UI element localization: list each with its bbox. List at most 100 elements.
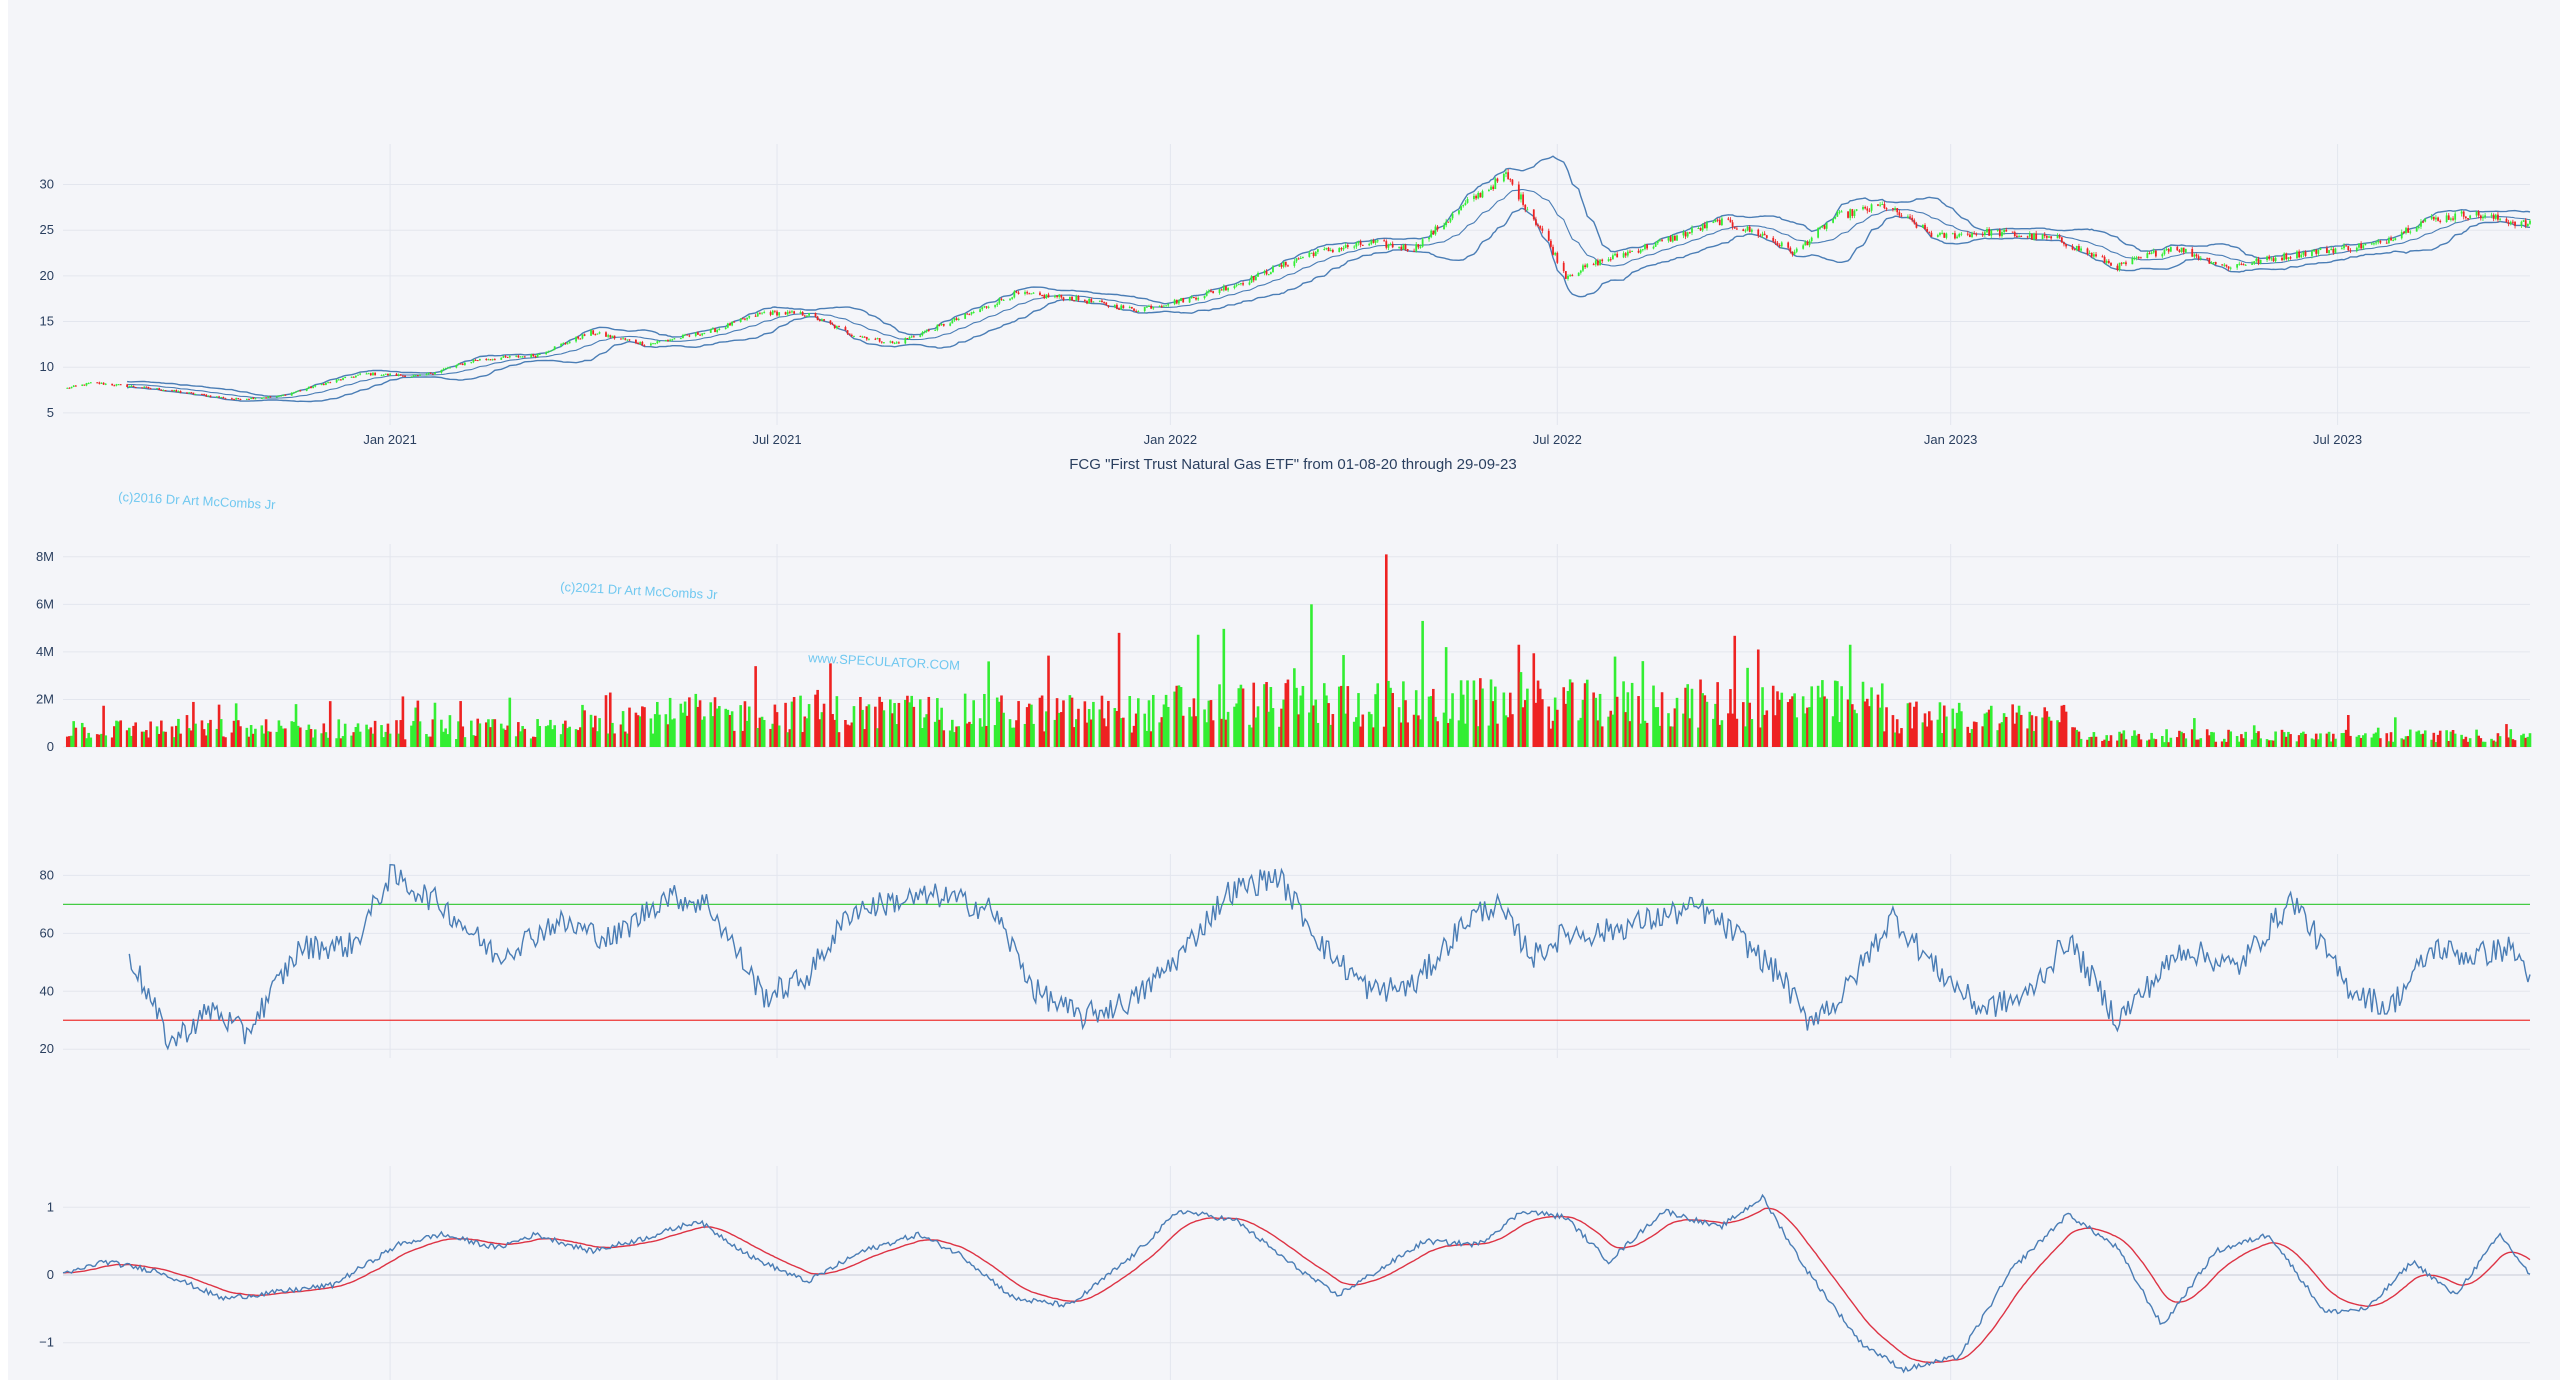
- volume-bar: [594, 715, 597, 747]
- candle-body: [1996, 229, 1999, 231]
- macd-tick-label: 0: [47, 1267, 54, 1282]
- volume-bar: [311, 737, 315, 747]
- volume-bar: [2419, 734, 2423, 747]
- candle-body: [2005, 229, 2008, 232]
- volume-bar: [762, 720, 766, 747]
- candle-body: [431, 373, 434, 375]
- volume-bar: [1010, 727, 1014, 747]
- candle-body: [2118, 262, 2121, 270]
- candle-body: [2360, 243, 2363, 249]
- volume-bar: [814, 694, 817, 747]
- volume-bar: [2124, 739, 2128, 747]
- volume-bar: [698, 700, 702, 747]
- volume-bar: [1506, 717, 1510, 747]
- candle-body: [2464, 216, 2467, 219]
- candle-body: [2163, 249, 2166, 255]
- volume-bar: [893, 703, 896, 747]
- volume-bar: [1337, 686, 1341, 747]
- rsi-tick-label: 40: [40, 983, 54, 998]
- volume-bar: [1207, 700, 1211, 747]
- x-tick-label: Jan 2023: [1924, 432, 1978, 447]
- volume-bar: [395, 720, 398, 747]
- volume-bar: [801, 732, 804, 747]
- volume-bar: [1055, 698, 1059, 747]
- candle-body: [1103, 302, 1105, 304]
- candle-body: [354, 375, 357, 378]
- candle-body: [1075, 296, 1078, 301]
- volume-bar: [2011, 704, 2014, 747]
- volume-bar: [1900, 728, 1903, 747]
- candle-body: [1772, 237, 1775, 242]
- volume-bar: [194, 723, 197, 747]
- candle-body: [1900, 215, 1903, 217]
- candle-body: [340, 379, 342, 381]
- volume-bar: [906, 695, 909, 747]
- candle-body: [1795, 248, 1798, 252]
- candle-body: [718, 328, 721, 330]
- candle-body: [1135, 310, 1138, 312]
- volume-bar: [1667, 713, 1670, 747]
- volume-bar: [867, 704, 871, 747]
- volume-bar: [2165, 729, 2168, 747]
- volume-bar: [1556, 709, 1559, 747]
- candle-body: [449, 367, 451, 369]
- candle-body: [1346, 245, 1349, 248]
- candle-body: [2373, 243, 2375, 245]
- price-panel: [66, 155, 2531, 403]
- candle-body: [1988, 229, 1991, 236]
- volume-bar: [1301, 685, 1305, 747]
- candle-body: [369, 373, 372, 376]
- candle-body: [801, 311, 804, 316]
- volume-bar: [658, 714, 661, 747]
- candle-body: [2088, 252, 2091, 254]
- candle-body: [1836, 211, 1839, 217]
- volume-bar: [726, 709, 730, 747]
- candle-body: [1556, 252, 1559, 263]
- volume-bar: [397, 733, 400, 747]
- candle-body: [921, 332, 924, 336]
- volume-bar: [1384, 554, 1388, 747]
- volume-bar: [1122, 717, 1125, 747]
- volume-bar: [1434, 716, 1437, 747]
- volume-bar: [1833, 680, 1837, 747]
- volume-bar: [2178, 730, 2181, 747]
- volume-bar: [251, 733, 255, 747]
- volume-bar: [1367, 711, 1371, 747]
- candle-body: [968, 314, 971, 316]
- volume-bar: [1278, 726, 1281, 747]
- volume-bar: [2327, 731, 2331, 747]
- candle-body: [2058, 235, 2061, 238]
- candle-body: [581, 334, 584, 339]
- volume-bar: [2421, 733, 2425, 747]
- volume-bar: [491, 719, 494, 747]
- volume-bar: [544, 726, 548, 747]
- volume-bar: [1686, 684, 1690, 747]
- candle-body: [560, 343, 563, 347]
- volume-bar: [948, 730, 952, 747]
- candle-body: [1727, 218, 1730, 220]
- volume-bar: [923, 717, 926, 747]
- candle-body: [2176, 247, 2179, 251]
- volume-bar: [1699, 679, 1702, 747]
- candle-body: [925, 329, 928, 332]
- candle-body: [624, 338, 627, 340]
- volume-bar: [1224, 719, 1228, 747]
- candle-body: [384, 373, 387, 375]
- volume-tick-label: 6M: [36, 596, 54, 611]
- candle-body: [791, 311, 793, 313]
- candle-body: [838, 326, 840, 328]
- volume-bar: [484, 722, 488, 747]
- candle-body: [1210, 290, 1212, 292]
- candle-body: [2208, 258, 2211, 264]
- volume-bar: [2287, 731, 2290, 747]
- volume-bar: [643, 707, 646, 747]
- candle-body: [2319, 248, 2322, 250]
- candle-body: [175, 390, 178, 392]
- candle-body: [613, 335, 616, 339]
- candle-body: [2086, 248, 2089, 254]
- volume-bar: [2182, 733, 2185, 747]
- candle-body: [2462, 211, 2465, 217]
- candle-body: [1137, 310, 1140, 312]
- candle-body: [2520, 221, 2523, 226]
- candle-body: [551, 349, 554, 351]
